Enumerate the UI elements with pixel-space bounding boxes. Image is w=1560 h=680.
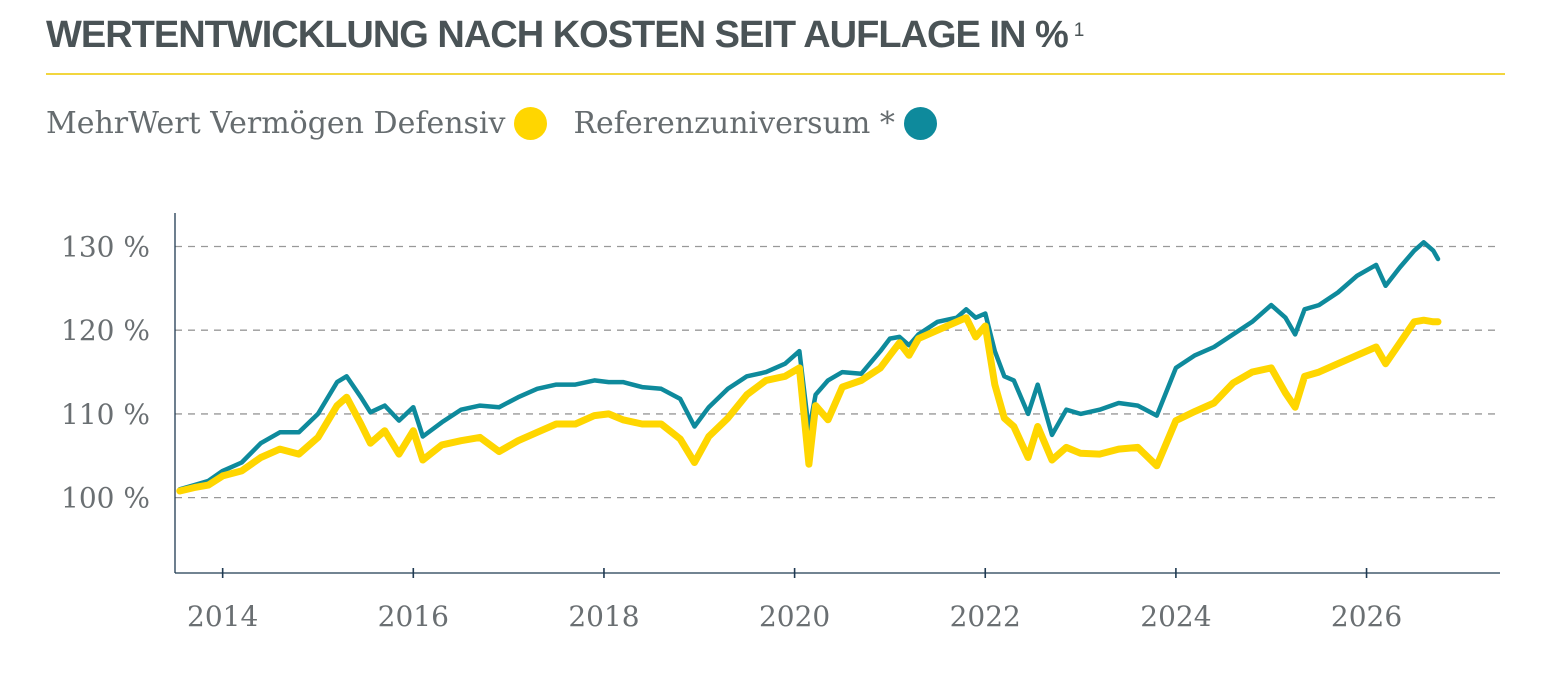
y-tick-label-120: 120 % [61, 314, 150, 347]
chart-title: WERTENTWICKLUNG NACH KOSTEN SEIT AUFLAGE… [46, 14, 1085, 57]
legend-label-fund: MehrWert Vermögen Defensiv [46, 106, 506, 141]
legend-item-reference: Referenzuniversum * [573, 106, 937, 141]
x-tick-label-2018: 2018 [568, 600, 639, 633]
x-tick-label-2022: 2022 [950, 600, 1021, 633]
y-tick-label-100: 100 % [61, 482, 150, 515]
legend-label-reference: Referenzuniversum * [573, 106, 895, 141]
legend-swatch-reference [903, 107, 937, 140]
series-line-fund [176, 314, 1442, 495]
legend-item-fund: MehrWert Vermögen Defensiv [46, 106, 548, 141]
x-tick-label-2016: 2016 [378, 600, 449, 633]
title-footnote: 1 [1073, 20, 1085, 41]
x-tick-label-2024: 2024 [1140, 600, 1211, 633]
title-divider [46, 73, 1505, 75]
x-tick-label-2014: 2014 [187, 600, 258, 633]
x-tick-label-2020: 2020 [759, 600, 830, 633]
legend-swatch-fund [514, 107, 548, 140]
x-tick-label-2026: 2026 [1331, 600, 1402, 633]
y-tick-label-110: 110 % [61, 398, 150, 431]
series-line-reference [177, 240, 1441, 492]
chart-title-text: WERTENTWICKLUNG NACH KOSTEN SEIT AUFLAGE… [46, 14, 1069, 56]
legend: MehrWert Vermögen Defensiv Referenzunive… [46, 106, 963, 141]
y-tick-label-130: 130 % [61, 230, 150, 263]
